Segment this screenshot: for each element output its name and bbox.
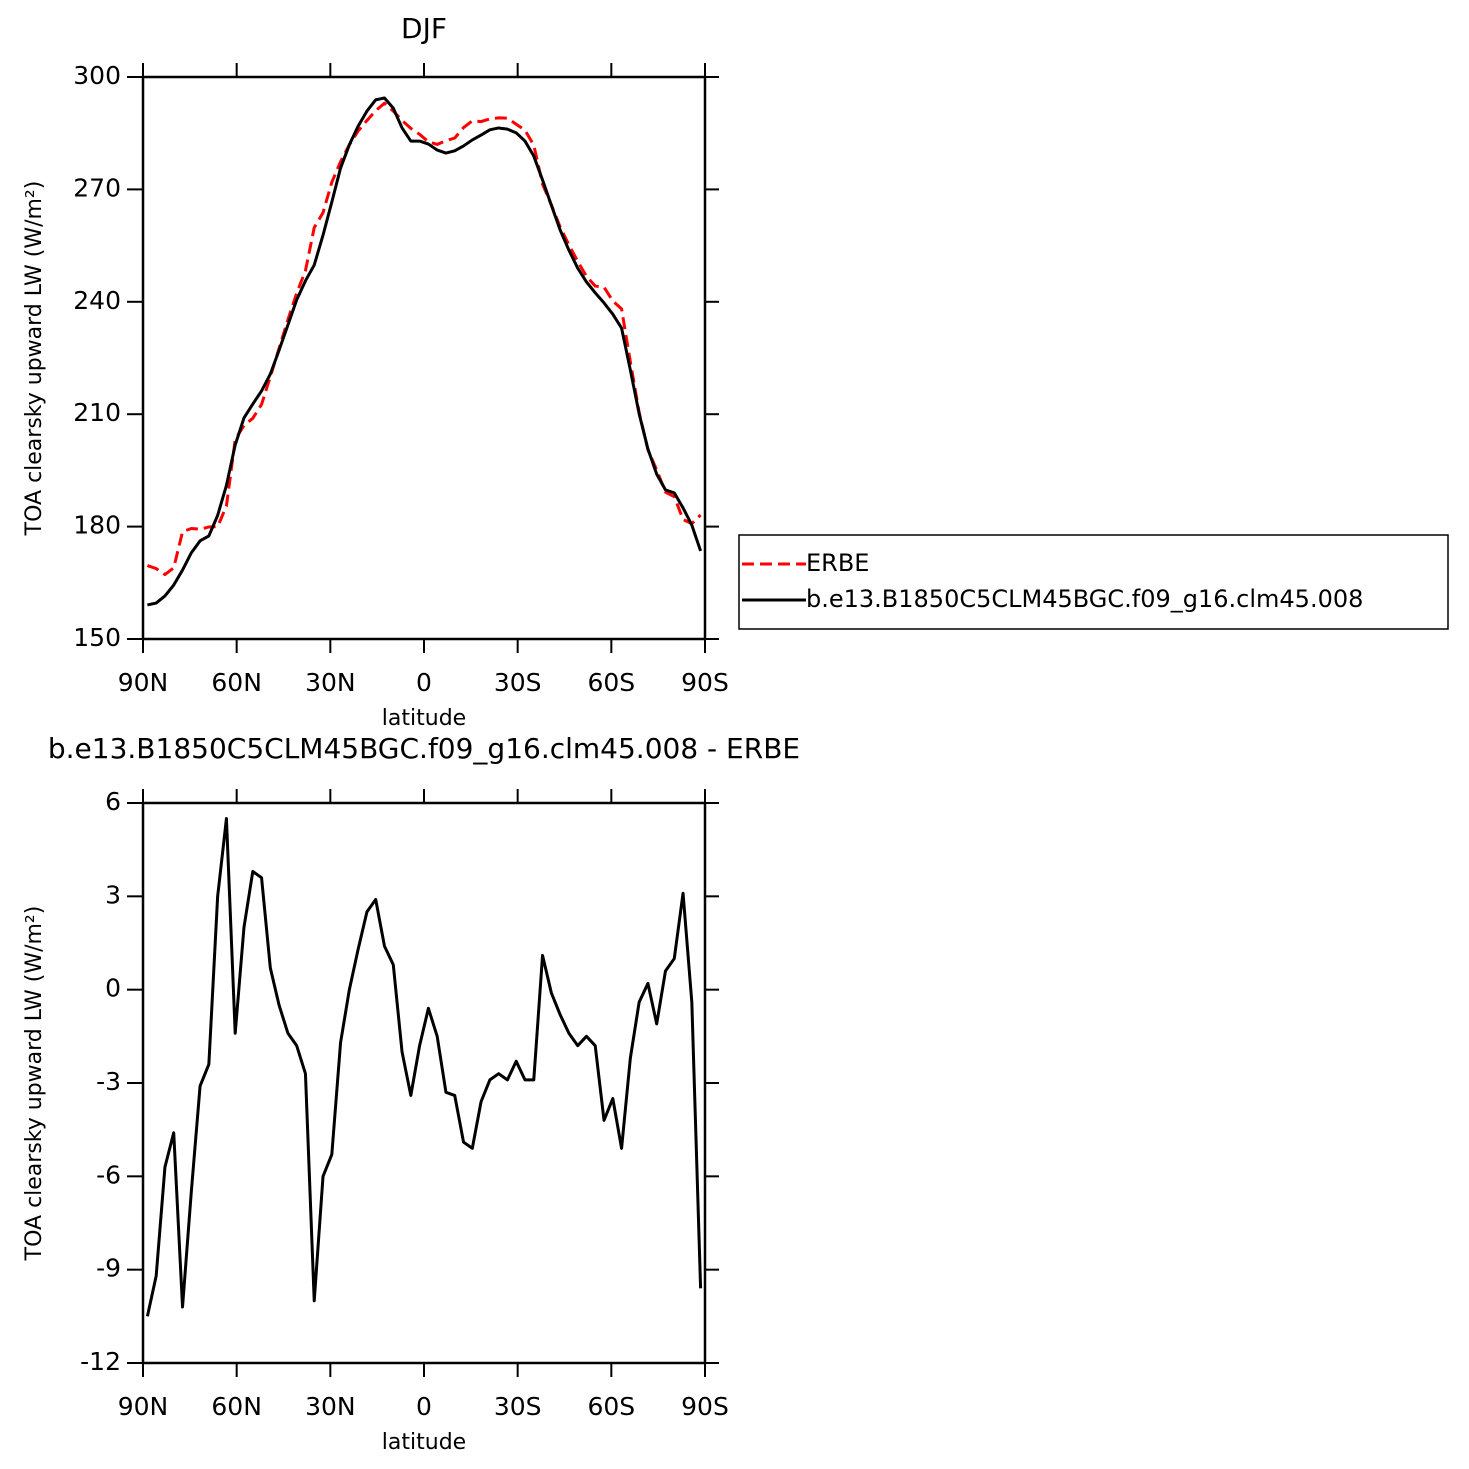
legend-label: b.e13.B1850C5CLM45BGC.f09_g16.clm45.008 (806, 585, 1363, 613)
data-line (145, 817, 703, 1317)
x-tick-label: 0 (416, 1392, 432, 1421)
x-tick-label: 30S (494, 1392, 542, 1421)
y-tick-label: 150 (73, 623, 121, 652)
x-tick-label: 90S (681, 668, 729, 697)
y-tick-label: 300 (73, 61, 121, 90)
x-axis-label: latitude (382, 1430, 466, 1455)
plot-frame (141, 75, 707, 641)
y-axis-label: TOA clearsky upward LW (W/m²) (22, 906, 47, 1262)
x-tick-label: 30N (305, 1392, 356, 1421)
x-tick-label: 90N (118, 1392, 169, 1421)
x-tick-label: 60N (211, 1392, 262, 1421)
chart-title: b.e13.B1850C5CLM45BGC.f09_g16.clm45.008 … (48, 732, 800, 765)
chart-title: DJF (401, 12, 447, 45)
y-tick-label: -3 (96, 1067, 121, 1096)
y-tick-label: -9 (96, 1254, 121, 1283)
data-line (147, 96, 703, 607)
x-tick-label: 60S (587, 668, 635, 697)
y-tick-label: 210 (73, 398, 121, 427)
x-tick-label: 60S (587, 1392, 635, 1421)
y-axis-label: TOA clearsky upward LW (W/m²) (22, 181, 47, 537)
legend-label: ERBE (806, 549, 869, 577)
data-line (146, 101, 702, 577)
plot-frame (141, 801, 707, 1365)
y-tick-label: 240 (73, 286, 121, 315)
y-tick-label: 0 (105, 974, 121, 1003)
y-tick-label: 3 (105, 880, 121, 909)
x-tick-label: 30N (305, 668, 356, 697)
x-tick-label: 90S (681, 1392, 729, 1421)
y-tick-label: -12 (80, 1347, 121, 1376)
y-tick-label: 270 (73, 173, 121, 202)
x-tick-label: 60N (211, 668, 262, 697)
x-tick-label: 0 (416, 668, 432, 697)
y-tick-label: 180 (73, 511, 121, 540)
x-tick-label: 90N (118, 668, 169, 697)
legend-box (738, 534, 1449, 630)
y-tick-label: -6 (96, 1160, 121, 1189)
x-tick-label: 30S (494, 668, 542, 697)
y-tick-label: 6 (105, 787, 121, 816)
x-axis-label: latitude (382, 706, 466, 731)
